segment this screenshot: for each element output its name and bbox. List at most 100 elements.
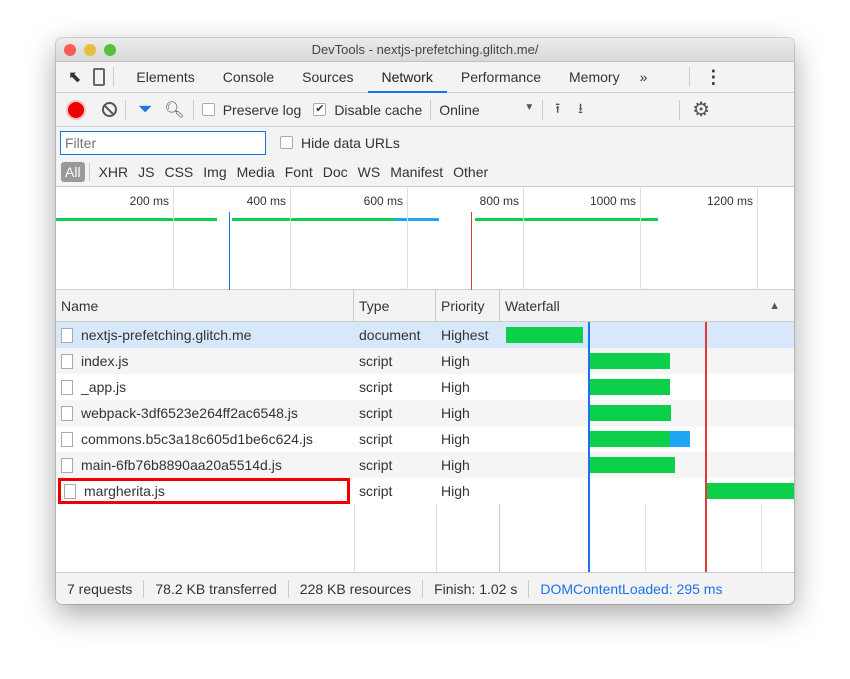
overview-bar	[395, 218, 439, 221]
tab-sources[interactable]: Sources	[302, 68, 354, 85]
tab-console[interactable]: Console	[222, 68, 275, 85]
request-name[interactable]: margherita.js	[58, 478, 350, 504]
request-name[interactable]: index.js	[56, 348, 354, 374]
table-row[interactable]: nextjs-prefetching.glitch.me document Hi…	[56, 322, 794, 348]
overview-tick-label: 800 ms	[479, 194, 519, 208]
type-filter-all[interactable]: All	[61, 162, 85, 182]
minimize-button[interactable]	[84, 44, 96, 56]
type-filter-ws[interactable]: WS	[357, 164, 381, 180]
waterfall-bar	[670, 431, 690, 447]
request-name[interactable]: commons.b5c3a18c605d1be6c624.js	[56, 426, 354, 452]
request-type: script	[359, 379, 393, 395]
type-filter-css[interactable]: CSS	[164, 164, 194, 180]
request-name-text: margherita.js	[84, 483, 165, 499]
zoom-button[interactable]	[104, 44, 116, 56]
tab-elements[interactable]: Elements	[136, 68, 195, 85]
title-bar: DevTools - nextjs-prefetching.glitch.me/	[56, 38, 794, 62]
load-line	[471, 212, 472, 290]
table-row[interactable]: margherita.js script High	[56, 478, 794, 504]
record-icon[interactable]	[68, 101, 84, 118]
request-priority: Highest	[441, 327, 489, 343]
type-filter-doc[interactable]: Doc	[322, 164, 348, 180]
request-name[interactable]: webpack-3df6523e264ff2ac6548.js	[56, 400, 354, 426]
table-header: Name Type Priority Waterfall ▲	[56, 290, 794, 322]
resources-size: 228 KB resources	[289, 579, 424, 598]
column-type[interactable]: Type	[354, 290, 436, 322]
export-har-icon[interactable]: ⭳	[578, 99, 584, 116]
network-toolbar: ⏷ 🔍︎ Preserve log ✔ Disable cache Online…	[56, 93, 794, 127]
type-filter-manifest[interactable]: Manifest	[390, 164, 444, 180]
overview-gridline	[757, 187, 758, 290]
transferred-size: 78.2 KB transferred	[144, 579, 289, 598]
close-button[interactable]	[64, 44, 76, 56]
tab-network[interactable]: Network	[367, 62, 447, 93]
overview-tick-label: 1000 ms	[589, 194, 636, 208]
request-type: script	[359, 353, 393, 369]
request-priority: High	[441, 483, 470, 499]
file-icon	[64, 483, 76, 499]
request-name-text: index.js	[81, 353, 129, 369]
type-filter-js[interactable]: JS	[138, 164, 155, 180]
requests-table: nextjs-prefetching.glitch.me document Hi…	[56, 322, 794, 572]
table-row[interactable]: index.js script High	[56, 348, 794, 374]
hide-data-urls-label: Hide data URLs	[301, 134, 400, 151]
type-filter-font[interactable]: Font	[284, 164, 313, 180]
dcl-line	[229, 212, 230, 290]
request-type: script	[359, 457, 393, 473]
overview-tick-label: 600 ms	[363, 194, 403, 208]
table-row[interactable]: main-6fb76b8890aa20a5514d.js script High	[56, 452, 794, 478]
file-icon	[61, 327, 73, 343]
load-line	[705, 322, 707, 572]
waterfall-bar	[590, 353, 670, 369]
overview-bar	[475, 218, 658, 221]
type-filter-xhr[interactable]: XHR	[98, 164, 129, 180]
type-filter-other[interactable]: Other	[453, 164, 489, 180]
tab-memory[interactable]: Memory	[569, 68, 620, 85]
request-name-text: nextjs-prefetching.glitch.me	[81, 327, 252, 343]
file-icon	[61, 353, 73, 369]
network-overview: 200 ms 400 ms 600 ms 800 ms 1000 ms 1200 ms	[56, 187, 794, 290]
throttling-select[interactable]: Online ▼	[439, 102, 534, 118]
sort-ascending-icon: ▲	[769, 300, 780, 312]
request-priority: High	[441, 457, 470, 473]
waterfall-bar	[590, 457, 675, 473]
more-options-icon[interactable]: ⋮	[704, 66, 723, 87]
request-priority: High	[441, 379, 470, 395]
request-priority: High	[441, 405, 470, 421]
filter-input[interactable]	[60, 130, 266, 155]
request-type: document	[359, 327, 421, 343]
request-name[interactable]: nextjs-prefetching.glitch.me	[56, 322, 354, 348]
overview-gridline	[173, 187, 174, 290]
dcl-line	[588, 322, 590, 572]
waterfall-bar	[506, 327, 583, 343]
clear-icon[interactable]	[102, 102, 117, 117]
search-icon[interactable]: 🔍︎	[164, 101, 185, 119]
column-priority[interactable]: Priority	[436, 290, 500, 322]
table-row[interactable]: commons.b5c3a18c605d1be6c624.js script H…	[56, 426, 794, 452]
overview-gridline	[407, 187, 408, 290]
import-har-icon[interactable]: ⭱	[555, 99, 561, 116]
type-filter-media[interactable]: Media	[236, 164, 275, 180]
request-name[interactable]: main-6fb76b8890aa20a5514d.js	[56, 452, 354, 478]
filter-icon[interactable]: ⏷	[138, 99, 153, 119]
file-icon	[61, 457, 73, 473]
filter-row: Hide data URLs	[56, 127, 794, 158]
type-filter-img[interactable]: Img	[203, 164, 227, 180]
more-tabs-button[interactable]: »	[639, 68, 648, 85]
table-row[interactable]: _app.js script High	[56, 374, 794, 400]
inspect-element-icon[interactable]: ⬉	[68, 69, 82, 86]
device-toolbar-icon[interactable]	[93, 68, 106, 86]
overview-tick-label: 200 ms	[129, 194, 169, 208]
overview-gridline	[640, 187, 641, 290]
waterfall-bar	[707, 483, 794, 499]
settings-gear-icon[interactable]: ⚙	[692, 99, 710, 121]
request-priority: High	[441, 431, 470, 447]
preserve-log-checkbox[interactable]	[201, 103, 215, 116]
column-waterfall[interactable]: Waterfall ▲	[500, 290, 794, 322]
hide-data-urls-checkbox[interactable]	[280, 136, 293, 149]
tab-performance[interactable]: Performance	[460, 68, 542, 85]
column-name[interactable]: Name	[56, 290, 354, 322]
request-name[interactable]: _app.js	[56, 374, 354, 400]
table-row[interactable]: webpack-3df6523e264ff2ac6548.js script H…	[56, 400, 794, 426]
disable-cache-checkbox[interactable]: ✔	[313, 103, 327, 116]
